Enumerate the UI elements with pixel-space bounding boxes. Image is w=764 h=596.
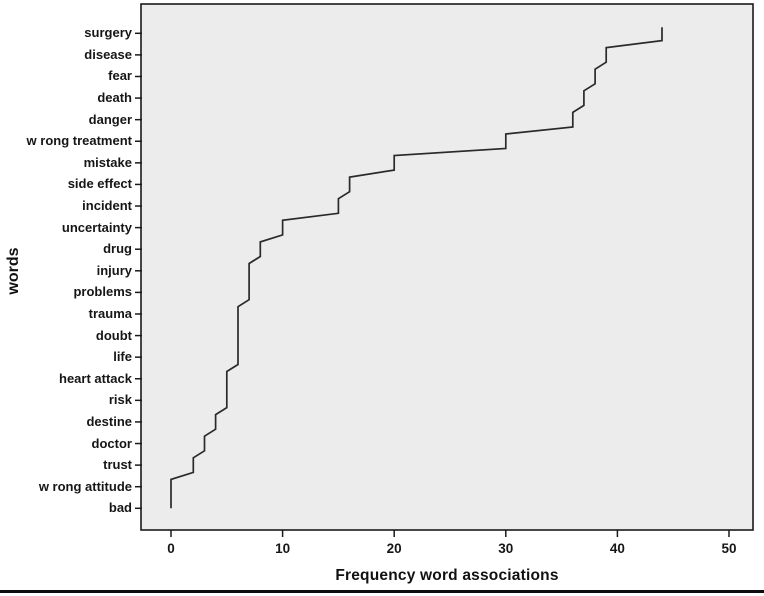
y-category-label: surgery xyxy=(84,25,132,41)
x-tick-label: 0 xyxy=(167,541,175,556)
frequency-step-line xyxy=(170,27,663,509)
x-axis-title: Frequency word associations xyxy=(335,567,559,584)
y-category-label: w rong treatment xyxy=(26,133,132,149)
x-tick-label: 50 xyxy=(721,541,737,556)
y-category-label: risk xyxy=(108,392,132,408)
figure-bottom-rule xyxy=(0,590,764,593)
y-category-label: problems xyxy=(73,284,132,300)
y-category-label: injury xyxy=(96,262,132,278)
y-category-label: fear xyxy=(108,68,132,84)
y-category-label: incident xyxy=(82,198,132,214)
y-category-label: destine xyxy=(86,413,132,429)
y-category-label: danger xyxy=(88,111,132,127)
y-category-label: bad xyxy=(108,500,132,516)
y-category-label: disease xyxy=(84,46,132,62)
y-category-label: drug xyxy=(103,241,132,257)
y-category-label: doubt xyxy=(95,327,132,343)
plot-area xyxy=(140,3,754,531)
x-tick-label: 20 xyxy=(386,541,402,556)
x-tick-label: 10 xyxy=(275,541,291,556)
y-category-label: w rong attitude xyxy=(38,478,132,494)
y-category-label: trust xyxy=(103,457,132,473)
y-category-label: mistake xyxy=(83,154,132,170)
y-category-label: life xyxy=(113,349,132,365)
y-category-label: side effect xyxy=(67,176,132,192)
x-tick-label: 30 xyxy=(498,541,514,556)
y-category-label: uncertainty xyxy=(61,219,132,235)
y-category-label: death xyxy=(97,90,132,106)
y-category-label: heart attack xyxy=(59,370,132,386)
x-tick-label: 40 xyxy=(609,541,625,556)
y-category-label: trauma xyxy=(88,305,132,321)
y-category-label: doctor xyxy=(91,435,132,451)
